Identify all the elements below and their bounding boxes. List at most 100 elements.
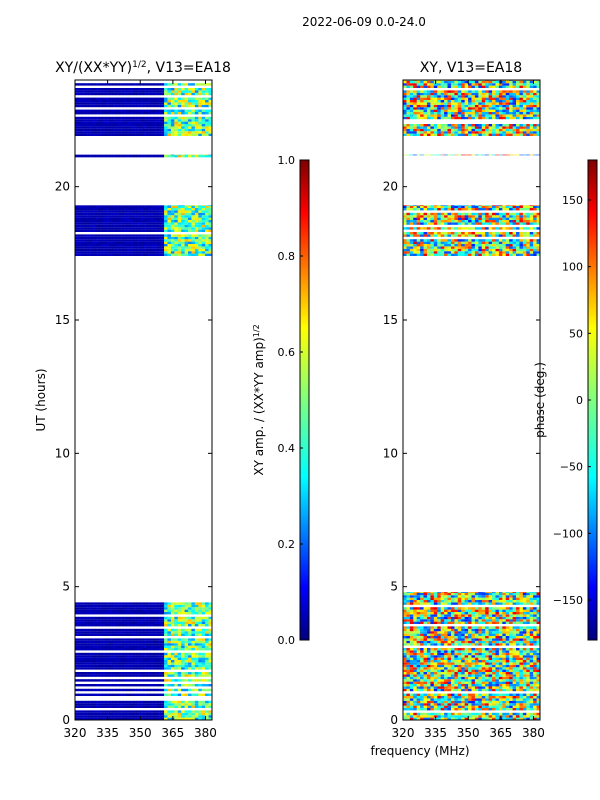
heatmap-cell [516,712,520,716]
heatmap-cell [498,686,503,689]
heatmap-cell [516,636,520,639]
heatmap-cell [143,154,148,158]
heatmap-cell [153,210,158,213]
heatmap-cell [102,246,107,249]
heatmap-cell [519,705,524,708]
heatmap-cell [430,669,435,672]
heatmap-cell [495,672,500,675]
heatmap-cell [157,655,162,658]
heatmap-cell [181,210,185,213]
heatmap-cell [440,681,445,684]
heatmap-cell [208,248,212,252]
heatmap-cell [164,208,168,211]
heatmap-cell [136,220,141,223]
heatmap-cell [208,628,212,632]
heatmap-cell [505,626,510,629]
heatmap-cell [509,679,513,682]
heatmap-cell [122,253,127,256]
heatmap-cell [119,104,124,108]
heatmap-cell [440,619,445,622]
heatmap-cell [519,607,524,610]
heatmap-cell [170,83,175,86]
heatmap-cell [433,640,438,644]
heatmap-cell [85,220,90,223]
heatmap-cell [184,104,189,108]
heatmap-cell [420,600,424,603]
heatmap-cell [512,674,517,677]
heatmap-cell [406,619,411,622]
heatmap-cell [201,121,206,124]
heatmap-cell [95,643,100,646]
heatmap-cell [430,621,435,624]
heatmap-cell [188,109,192,112]
heatmap-cell [505,650,510,653]
heatmap-cell [488,638,493,641]
heatmap-cell [122,643,127,646]
heatmap-cell [409,655,414,658]
heatmap-cell [146,124,151,127]
heatmap-cell [444,626,448,629]
heatmap-cell [119,616,124,620]
heatmap-cell [105,112,110,115]
heatmap-cell [181,217,185,220]
heatmap-cell [78,660,83,663]
heatmap-cell [153,251,158,254]
heatmap-cell [95,83,100,86]
heatmap-cell [478,657,483,660]
heatmap-cell [102,217,107,220]
heatmap-cell [143,715,148,718]
heatmap-cell [188,648,192,651]
heatmap-cell [116,208,120,211]
heatmap-cell [119,604,124,608]
heatmap-cell [413,650,418,653]
heatmap-cell [116,648,120,651]
heatmap-cell [536,616,540,620]
heatmap-cell [188,700,192,704]
heatmap-cell [495,681,500,684]
heatmap-cell [109,220,114,223]
heatmap-cell [116,119,120,122]
heatmap-cell [529,712,534,716]
heatmap-cell [498,628,503,632]
heatmap-cell [181,619,185,622]
heatmap-cell [164,92,168,96]
heatmap-cell [474,607,479,610]
heatmap-cell [143,212,148,216]
heatmap-cell [495,674,500,677]
heatmap-cell [136,251,141,254]
heatmap-cell [481,640,486,644]
heatmap-cell [488,703,493,706]
heatmap-cell [112,83,117,86]
amplitude-colorbar: 0.00.20.40.60.81.0 XY amp. / (XX*YY amp)… [252,154,310,647]
heatmap-cell [423,703,428,706]
heatmap-cell [167,612,172,615]
heatmap-cell [129,672,134,675]
heatmap-cell [526,684,531,687]
heatmap-cell [157,640,162,644]
heatmap-cell [75,674,79,677]
heatmap-cell [146,628,151,632]
heatmap-cell [98,88,103,91]
heatmap-cell [450,609,455,612]
heatmap-cell [81,662,86,665]
heatmap-cell [188,212,192,216]
heatmap-cell [208,246,212,249]
heatmap-cell [174,251,179,254]
heatmap-cell [164,638,168,641]
heatmap-cell [153,217,158,220]
heatmap-cell [444,621,448,624]
heatmap-cell [98,602,103,605]
heatmap-cell [92,236,96,240]
heatmap-cell [119,92,124,96]
heatmap-cell [205,648,209,651]
heatmap-cell [198,664,203,668]
heatmap-cell [426,676,431,680]
heatmap-cell [143,222,148,225]
heatmap-cell [170,212,175,216]
heatmap-cell [85,239,90,242]
heatmap-cell [174,700,179,704]
heatmap-cell [474,686,479,689]
heatmap-cell [140,602,144,605]
heatmap-cell [150,88,155,91]
heatmap-cell [440,698,445,701]
